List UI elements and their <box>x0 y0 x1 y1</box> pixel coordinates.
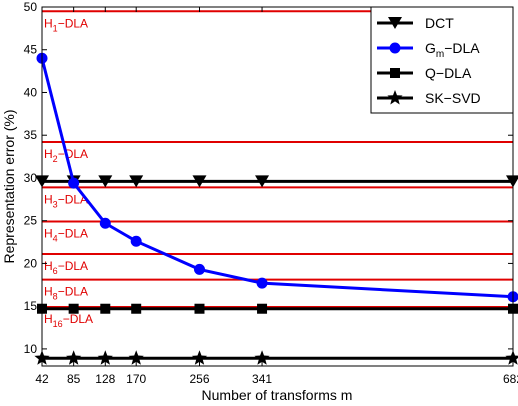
data-point <box>131 303 142 314</box>
plot-frame <box>41 6 514 367</box>
reference-line-label: H4−DLA <box>44 227 88 244</box>
y-tick-label: 10 <box>24 342 38 356</box>
reference-line-label: H6−DLA <box>44 259 88 276</box>
data-point <box>100 303 111 314</box>
data-point <box>129 175 144 188</box>
legend-label-rest: −DLA <box>444 40 480 56</box>
reference-label-sub: 4 <box>53 234 58 244</box>
x-tick-label: 128 <box>95 372 115 386</box>
data-point <box>97 350 113 365</box>
y-tick-label: 40 <box>24 85 38 99</box>
data-point <box>256 277 268 289</box>
y-tick-label: 45 <box>24 43 38 57</box>
legend-marker <box>387 90 403 105</box>
y-tick-label: 50 <box>24 0 38 14</box>
y-tick-label: 20 <box>24 256 38 270</box>
legend-label: SK−SVD <box>425 90 481 106</box>
data-point <box>191 350 208 365</box>
axes-layer: 4285128170256341682101520253035404550 <box>24 0 518 386</box>
data-point <box>192 175 207 188</box>
reference-label-name: H <box>44 285 53 299</box>
legend-item: Gm−DLA <box>377 40 480 60</box>
legend: DCT Gm−DLA Q−DLA SK−SVD <box>370 6 514 114</box>
x-tick-label: 42 <box>35 372 49 386</box>
reference-label-sub: 3 <box>53 199 58 209</box>
y-axis-label: Representation error (%) <box>1 109 17 263</box>
reference-line-label: H1−DLA <box>44 16 88 33</box>
reference-label-sub: 6 <box>53 266 58 276</box>
x-tick-label: 85 <box>67 372 81 386</box>
y-tick-label: 30 <box>24 171 38 185</box>
reference-label-sub: 8 <box>53 292 58 302</box>
reference-label-suffix: −DLA <box>58 192 88 206</box>
reference-label-sub: 16 <box>53 319 63 329</box>
reference-lines-layer: H1−DLAH2−DLAH3−DLAH4−DLAH6−DLAH8−DLAH16−… <box>42 10 513 329</box>
legend-label: Gm−DLA <box>425 40 480 60</box>
data-point <box>98 175 113 188</box>
legend-item: DCT <box>377 15 454 31</box>
reference-label-name: H <box>44 192 53 206</box>
reference-label-name: H <box>44 312 53 326</box>
x-tick-label: 256 <box>189 372 209 386</box>
x-axis-label: Number of transforms m <box>202 387 353 403</box>
data-point <box>68 177 80 189</box>
legend-marker <box>390 68 400 78</box>
data-point <box>130 235 142 247</box>
data-point <box>66 350 82 365</box>
data-point <box>255 175 270 188</box>
x-tick-label: 682 <box>503 372 518 386</box>
reference-label-name: H <box>44 16 53 30</box>
data-point <box>254 350 270 365</box>
legend-label: Q−DLA <box>425 65 472 81</box>
legend-label-main: G <box>425 40 436 56</box>
y-tick-label: 15 <box>24 299 38 313</box>
legend-marker <box>388 17 402 29</box>
legend-label-sub: m <box>436 49 444 60</box>
reference-label-sub: 2 <box>53 154 58 164</box>
reference-label-suffix: −DLA <box>58 259 88 273</box>
reference-line-label: H3−DLA <box>44 192 88 209</box>
y-tick-label: 25 <box>24 214 38 228</box>
data-point <box>257 303 268 314</box>
legend-marker <box>389 42 401 54</box>
reference-label-suffix: −DLA <box>63 312 93 326</box>
reference-line-label: H16−DLA <box>44 312 93 329</box>
reference-label-suffix: −DLA <box>58 16 88 30</box>
reference-line-label: H8−DLA <box>44 285 88 302</box>
data-point <box>194 303 205 314</box>
data-point <box>99 217 111 229</box>
reference-label-name: H <box>44 227 53 241</box>
reference-label-sub: 1 <box>53 23 58 33</box>
data-point <box>128 350 144 365</box>
reference-label-suffix: −DLA <box>58 227 88 241</box>
x-tick-label: 341 <box>252 372 272 386</box>
legend-label: DCT <box>425 15 454 31</box>
data-point <box>68 303 79 314</box>
reference-label-suffix: −DLA <box>58 285 88 299</box>
legend-item: SK−SVD <box>377 90 481 106</box>
reference-label-suffix: −DLA <box>58 147 88 161</box>
x-tick-label: 170 <box>126 372 146 386</box>
data-point <box>193 263 205 275</box>
y-tick-label: 35 <box>24 128 38 142</box>
reference-label-name: H <box>44 259 53 273</box>
data-point <box>505 350 518 365</box>
legend-item: Q−DLA <box>377 65 472 81</box>
reference-label-name: H <box>44 147 53 161</box>
